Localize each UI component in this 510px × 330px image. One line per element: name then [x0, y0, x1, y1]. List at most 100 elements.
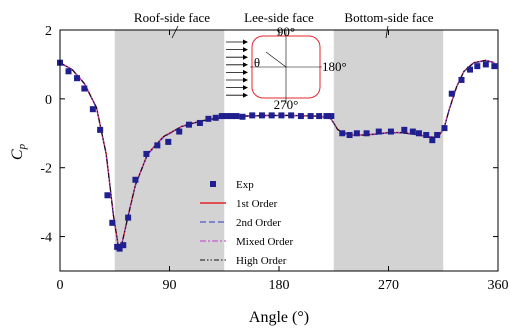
flow-arrow-head [243, 77, 248, 83]
region-label-lee: Lee-side face [244, 10, 314, 25]
exp-point [387, 128, 394, 135]
axes: 0 90 180 270 360 2 0 -2 -4 [40, 24, 508, 293]
region-pointer-bottom [385, 25, 389, 39]
exp-point [65, 68, 72, 75]
exp-point [104, 192, 111, 199]
cross-section-inset: 90° 180° 270° θ [226, 24, 347, 112]
x-tick-label-3: 270 [378, 278, 399, 293]
exp-point [458, 76, 465, 83]
flow-arrow-head [243, 47, 248, 53]
exp-point [268, 112, 275, 119]
flow-arrow-head [243, 85, 248, 91]
exp-point [409, 128, 416, 135]
svg-text:Cp: Cp [9, 143, 28, 160]
exp-point [288, 112, 295, 119]
exp-point [434, 132, 441, 139]
exp-point [441, 125, 448, 132]
exp-point [165, 138, 172, 145]
x-tick-label-2: 180 [269, 278, 290, 293]
exp-point [81, 85, 88, 92]
y-tick-label-3: -4 [40, 231, 52, 246]
exp-point [109, 219, 116, 226]
exp-point [363, 130, 370, 137]
experiment-points [57, 59, 498, 252]
inset-radius [265, 51, 287, 68]
region-pointer-roof [171, 25, 179, 39]
legend-label-exp: Exp [236, 179, 254, 191]
exp-point [278, 112, 285, 119]
legend-label-1: 2nd Order [236, 217, 281, 229]
exp-point [467, 66, 474, 73]
flow-arrow-head [243, 62, 248, 68]
exp-point [482, 61, 489, 68]
exp-point [212, 114, 219, 121]
exp-point [339, 130, 346, 137]
x-tick-label-1: 90 [163, 278, 177, 293]
shaded-region-1 [333, 30, 444, 271]
exp-point [218, 113, 225, 120]
exp-point [297, 113, 304, 120]
exp-point [196, 119, 203, 126]
exp-point [97, 126, 104, 133]
x-tick-label-4: 360 [488, 278, 509, 293]
legend: Exp 1st Order 2nd Order Mixed Order High Ord… [200, 179, 293, 267]
exp-point [154, 142, 161, 149]
shaded-region-0 [114, 30, 225, 271]
legend-label-3: High Order [236, 255, 287, 267]
exp-point [228, 113, 235, 120]
exp-point [353, 130, 360, 137]
exp-point [116, 245, 123, 252]
flow-arrows [226, 39, 248, 98]
exp-point [323, 113, 330, 120]
exp-point [239, 113, 246, 120]
exp-point [120, 242, 127, 249]
inset-label-bottom: 270° [274, 97, 299, 112]
exp-point [176, 128, 183, 135]
inset-label-top: 90° [277, 24, 295, 39]
flow-arrow-head [243, 69, 248, 75]
x-tick-label-0: 0 [57, 278, 64, 293]
exp-point [89, 106, 96, 113]
exp-point [74, 75, 81, 82]
exp-point [132, 176, 139, 183]
region-label-bottom: Bottom-side face [344, 10, 433, 25]
y-tick-label-0: 2 [45, 24, 52, 39]
exp-point [448, 90, 455, 97]
exp-point [307, 113, 314, 120]
inset-label-right: 180° [322, 59, 347, 74]
exp-point [429, 137, 436, 144]
exp-point [346, 132, 353, 139]
region-label-roof: Roof-side face [134, 10, 210, 25]
exp-point [415, 130, 422, 137]
exp-point [328, 113, 335, 120]
flow-arrow-head [243, 92, 248, 98]
exp-point [233, 113, 240, 120]
legend-label-0: 1st Order [236, 198, 278, 210]
x-axis-title: Angle (°) [249, 309, 309, 326]
y-axis-title-sub: p [16, 143, 28, 150]
y-tick-label-2: -2 [40, 162, 52, 177]
exp-point [474, 63, 481, 70]
exp-point [491, 63, 498, 70]
y-tick-label-1: 0 [45, 93, 52, 108]
exp-point [249, 112, 256, 119]
exp-point [205, 115, 212, 122]
exp-point [258, 112, 265, 119]
exp-point [143, 150, 150, 157]
y-axis-title: Cp [9, 143, 28, 160]
exp-point [185, 121, 192, 128]
y-axis-title-main: C [9, 149, 26, 160]
exp-point [125, 214, 132, 221]
shaded-regions [114, 30, 444, 271]
flow-arrow-head [243, 39, 248, 45]
legend-label-2: Mixed Order [236, 236, 293, 248]
exp-point [375, 128, 382, 135]
exp-point [401, 126, 408, 133]
exp-point [316, 113, 323, 120]
flow-arrow-head [243, 54, 248, 60]
inset-label-angle: θ [254, 55, 260, 70]
exp-point [223, 113, 230, 120]
exp-point [423, 132, 430, 139]
legend-marker-exp [210, 181, 216, 187]
